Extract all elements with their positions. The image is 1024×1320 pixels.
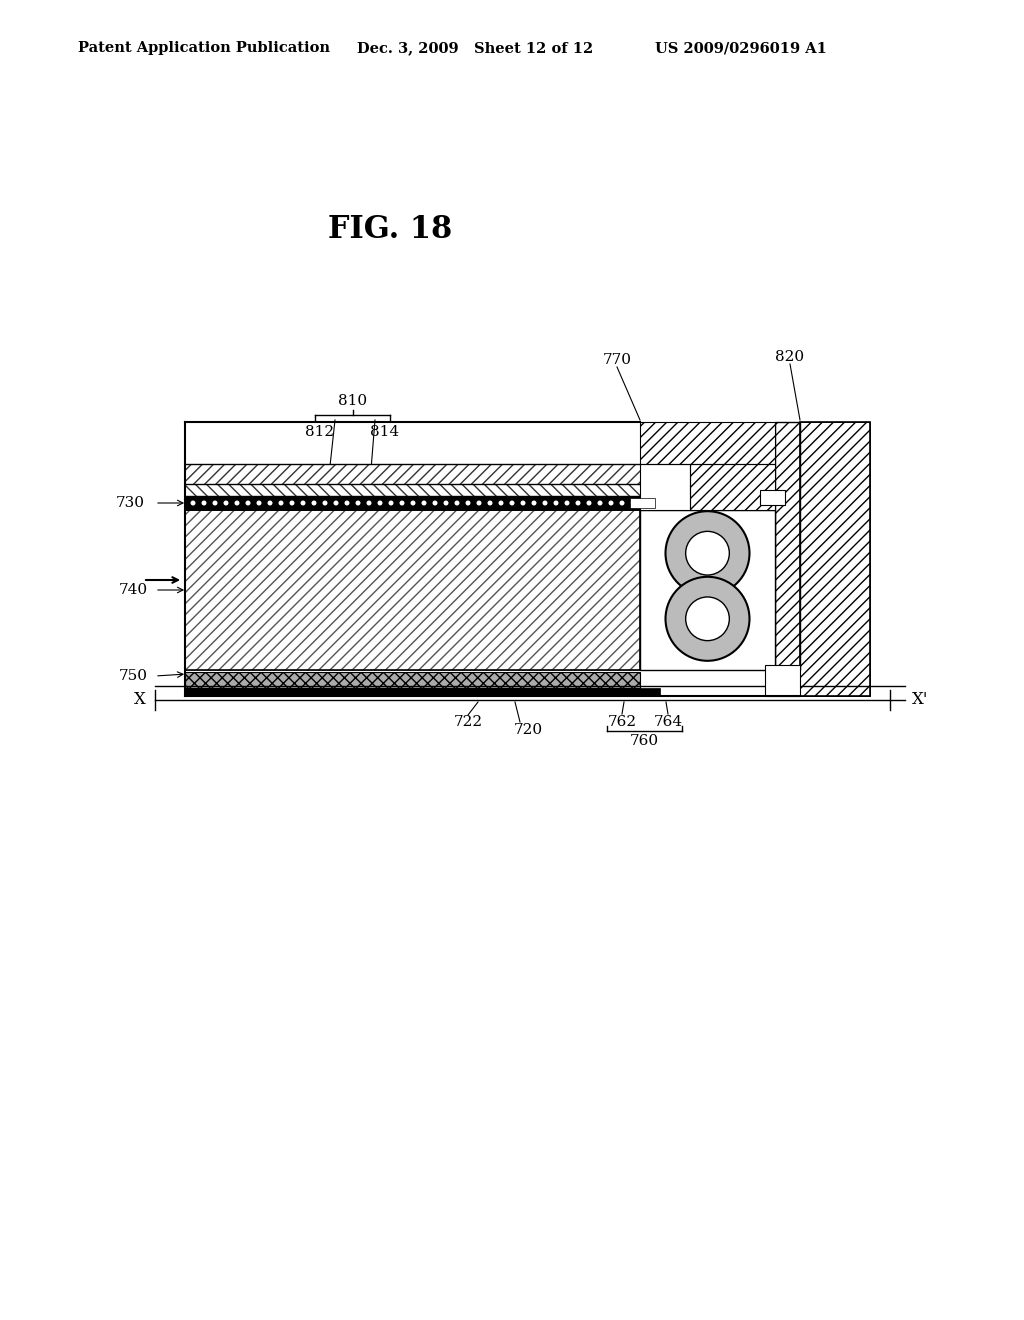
Circle shape	[686, 532, 729, 576]
Bar	[185, 465, 640, 484]
Bar	[775, 422, 800, 671]
Circle shape	[388, 500, 393, 506]
Text: US 2009/0296019 A1: US 2009/0296019 A1	[655, 41, 826, 55]
Circle shape	[411, 500, 416, 506]
Bar	[185, 510, 640, 671]
Circle shape	[499, 500, 504, 506]
Circle shape	[666, 511, 750, 595]
Bar	[185, 510, 640, 671]
Circle shape	[256, 500, 261, 506]
Bar	[640, 422, 775, 465]
Text: X: X	[134, 692, 146, 709]
Text: 820: 820	[775, 350, 805, 364]
Circle shape	[399, 500, 404, 506]
Bar	[765, 665, 800, 696]
Circle shape	[443, 500, 449, 506]
Bar	[185, 672, 640, 688]
Text: 720: 720	[513, 723, 543, 737]
Circle shape	[455, 500, 460, 506]
Circle shape	[190, 500, 196, 506]
Bar	[640, 465, 690, 510]
Circle shape	[510, 500, 514, 506]
Text: Dec. 3, 2009   Sheet 12 of 12: Dec. 3, 2009 Sheet 12 of 12	[357, 41, 593, 55]
Circle shape	[575, 500, 581, 506]
Circle shape	[300, 500, 305, 506]
Circle shape	[344, 500, 349, 506]
Bar	[800, 422, 870, 696]
Circle shape	[466, 500, 470, 506]
Bar	[185, 496, 645, 510]
Circle shape	[290, 500, 295, 506]
Text: 722: 722	[454, 715, 482, 729]
Circle shape	[267, 500, 272, 506]
Circle shape	[686, 597, 729, 640]
Text: 810: 810	[338, 393, 367, 408]
Bar	[760, 490, 785, 506]
Bar	[640, 422, 775, 465]
Bar	[185, 688, 660, 696]
Circle shape	[246, 500, 251, 506]
Circle shape	[279, 500, 284, 506]
Bar	[640, 510, 775, 671]
Circle shape	[234, 500, 240, 506]
Circle shape	[631, 500, 636, 506]
Bar	[690, 465, 775, 510]
Bar	[185, 484, 640, 496]
Circle shape	[213, 500, 217, 506]
Bar	[630, 498, 655, 508]
Text: 814: 814	[371, 425, 399, 440]
Circle shape	[608, 500, 613, 506]
Circle shape	[597, 500, 602, 506]
Circle shape	[378, 500, 383, 506]
Text: X': X'	[911, 692, 928, 709]
Bar	[800, 422, 870, 696]
Text: FIG. 18: FIG. 18	[328, 214, 453, 246]
Circle shape	[334, 500, 339, 506]
Circle shape	[666, 577, 750, 661]
Text: 812: 812	[305, 425, 335, 440]
Circle shape	[223, 500, 228, 506]
Bar	[648, 517, 767, 663]
Circle shape	[202, 500, 207, 506]
Circle shape	[564, 500, 569, 506]
Text: Patent Application Publication: Patent Application Publication	[78, 41, 330, 55]
Text: 750: 750	[119, 669, 148, 682]
Circle shape	[520, 500, 525, 506]
Circle shape	[476, 500, 481, 506]
Text: 730: 730	[116, 496, 145, 510]
Text: 770: 770	[602, 352, 632, 367]
Circle shape	[531, 500, 537, 506]
Circle shape	[355, 500, 360, 506]
Circle shape	[432, 500, 437, 506]
Circle shape	[487, 500, 493, 506]
Text: 740: 740	[119, 583, 148, 597]
Bar	[690, 465, 775, 510]
Bar	[775, 422, 800, 671]
Circle shape	[367, 500, 372, 506]
Circle shape	[311, 500, 316, 506]
Text: 764: 764	[653, 715, 683, 729]
Text: 760: 760	[630, 734, 659, 748]
Circle shape	[323, 500, 328, 506]
Circle shape	[543, 500, 548, 506]
Circle shape	[587, 500, 592, 506]
Circle shape	[422, 500, 427, 506]
Circle shape	[620, 500, 625, 506]
Text: 762: 762	[607, 715, 637, 729]
Circle shape	[554, 500, 558, 506]
